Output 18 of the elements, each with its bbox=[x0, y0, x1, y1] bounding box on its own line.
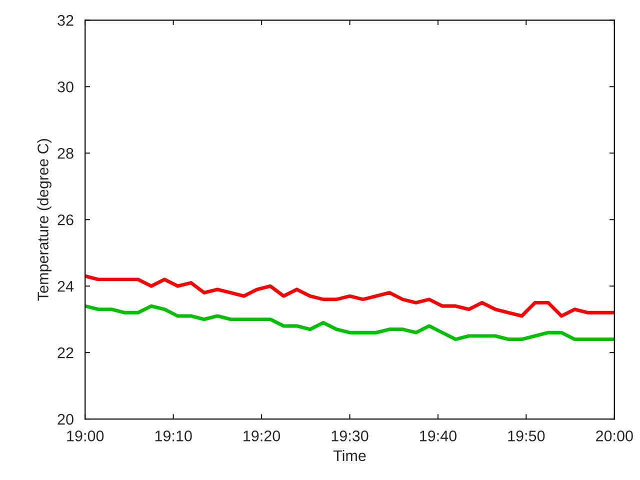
x-tick-label: 19:30 bbox=[332, 430, 368, 442]
y-tick-label: 22 bbox=[58, 347, 74, 358]
line-series bbox=[85, 274, 614, 318]
y-tick-label: 32 bbox=[58, 15, 74, 26]
x-tick-label: 19:00 bbox=[67, 430, 104, 442]
x-tick-label: 20:00 bbox=[596, 430, 633, 442]
line-series bbox=[85, 304, 614, 341]
x-tick-label: 19:50 bbox=[508, 430, 545, 442]
y-tick-label: 28 bbox=[58, 148, 74, 159]
y-tick-label: 20 bbox=[58, 414, 74, 425]
y-axis-title: Temperature (degree C) bbox=[37, 139, 52, 301]
y-tick-label: 30 bbox=[58, 82, 74, 92]
x-axis-title: Time bbox=[333, 450, 366, 462]
x-tick-label: 19:40 bbox=[420, 430, 457, 442]
y-tick-label: 26 bbox=[58, 214, 74, 226]
x-tick-label: 19:10 bbox=[155, 430, 192, 442]
x-tick-label: 19:20 bbox=[244, 430, 280, 442]
y-tick-label: 24 bbox=[58, 280, 74, 292]
